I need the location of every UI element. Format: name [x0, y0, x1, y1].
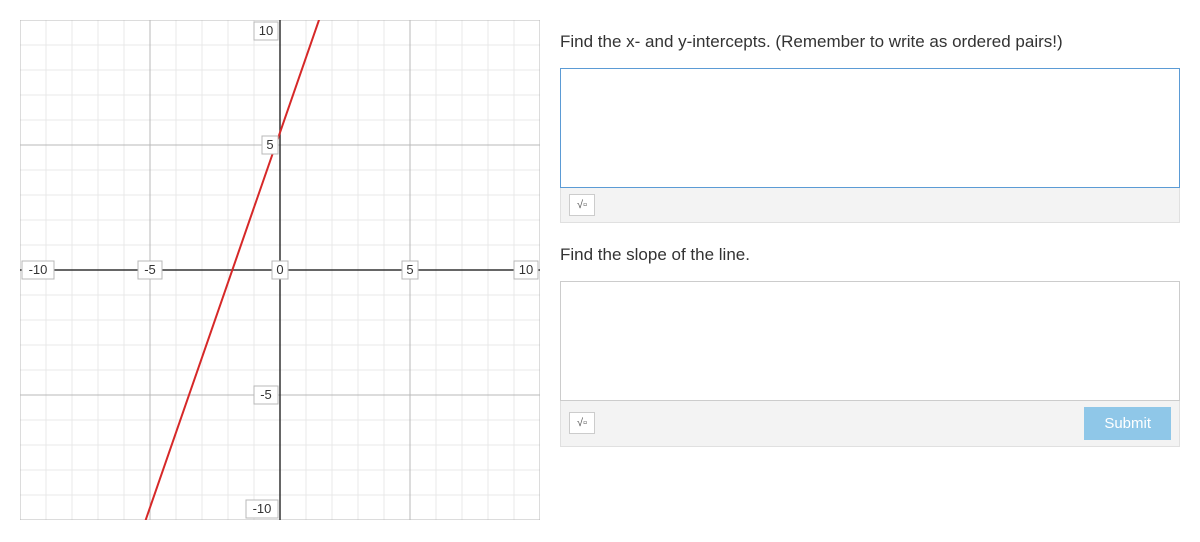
question-panel: Find the x- and y-intercepts. (Remember …: [560, 20, 1180, 520]
svg-text:0: 0: [276, 262, 283, 277]
math-tool-button-2[interactable]: √▫: [569, 412, 595, 434]
sqrt-icon: √▫: [577, 417, 587, 429]
svg-text:-5: -5: [144, 262, 156, 277]
svg-text:10: 10: [519, 262, 533, 277]
answer-input-2[interactable]: [560, 281, 1180, 401]
math-tool-button-1[interactable]: √▫: [569, 194, 595, 216]
coordinate-graph: -10 -5 0 5 10 -10 -5 5 10: [20, 20, 540, 520]
svg-text:5: 5: [266, 137, 273, 152]
toolbar-1: √▫: [560, 188, 1180, 223]
submit-button[interactable]: Submit: [1084, 407, 1171, 440]
answer-input-1[interactable]: [560, 68, 1180, 188]
sqrt-icon: √▫: [577, 199, 587, 211]
svg-text:-10: -10: [253, 501, 272, 516]
question-1-prompt: Find the x- and y-intercepts. (Remember …: [560, 30, 1180, 54]
svg-text:-10: -10: [29, 262, 48, 277]
svg-text:5: 5: [406, 262, 413, 277]
question-2-prompt: Find the slope of the line.: [560, 243, 1180, 267]
svg-text:-5: -5: [260, 387, 272, 402]
toolbar-2: √▫ Submit: [560, 401, 1180, 447]
svg-text:10: 10: [259, 23, 273, 38]
